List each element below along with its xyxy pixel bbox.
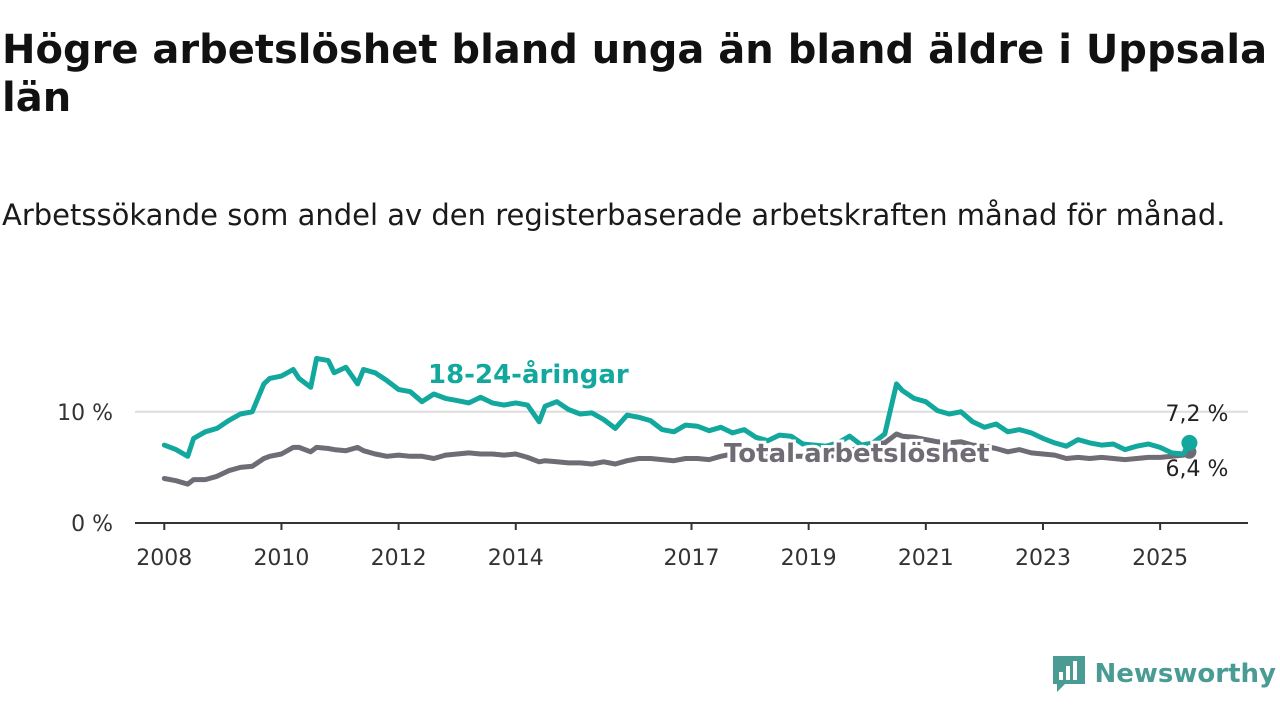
y-axis: 0 % 10 % bbox=[57, 401, 113, 537]
newsworthy-logo-icon bbox=[1052, 656, 1085, 692]
brand-name: Newsworthy bbox=[1094, 659, 1276, 689]
series-labels: 18-24-åringar Total arbetslöshet 7,2 % 6,4 … bbox=[425, 355, 1229, 482]
series-line-total bbox=[161, 431, 1192, 487]
y-tick-label-0: 0 % bbox=[71, 512, 113, 537]
end-point-youth bbox=[1181, 434, 1198, 451]
end-label-total: 6,4 % bbox=[1166, 457, 1229, 482]
x-tick-label-2023: 2023 bbox=[1015, 546, 1071, 571]
series-line-youth bbox=[161, 355, 1192, 459]
x-tick-label-2025: 2025 bbox=[1132, 546, 1188, 571]
x-tick-label-2012: 2012 bbox=[371, 546, 427, 571]
x-tick-label-2019: 2019 bbox=[781, 546, 837, 571]
series-lines bbox=[161, 355, 1198, 487]
series-label-total: Total arbetslöshet bbox=[724, 439, 989, 469]
chart-title: Högre arbetslöshet bland unga än bland ä… bbox=[2, 27, 1268, 121]
x-tick-label-2017: 2017 bbox=[664, 546, 720, 571]
x-tick-label-2010: 2010 bbox=[253, 546, 309, 571]
y-tick-label-10: 10 % bbox=[57, 401, 113, 426]
x-tick-label-2014: 2014 bbox=[488, 546, 544, 571]
x-tick-label-2021: 2021 bbox=[898, 546, 954, 571]
series-label-youth: 18-24-åringar bbox=[428, 358, 629, 390]
x-tick-label-2008: 2008 bbox=[136, 546, 192, 571]
x-axis: 2008 2010 2012 2014 2017 2019 2021 2023 2025 bbox=[135, 522, 1248, 571]
brand-logo: Newsworthy bbox=[1051, 654, 1276, 694]
chart-subtitle: Arbetssökande som andel av den registerb… bbox=[2, 198, 1226, 232]
end-label-youth: 7,2 % bbox=[1166, 402, 1229, 427]
